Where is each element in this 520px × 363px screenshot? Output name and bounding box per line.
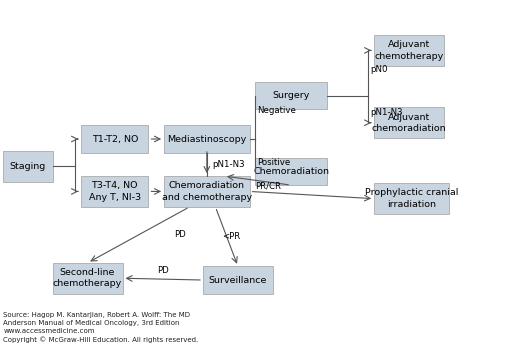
Text: Surgery: Surgery xyxy=(272,91,310,100)
FancyBboxPatch shape xyxy=(255,82,328,109)
Text: Mediastinoscopy: Mediastinoscopy xyxy=(167,135,246,143)
Text: Source: Hagop M. Kantarjian, Robert A. Wolff: The MD
Anderson Manual of Medical : Source: Hagop M. Kantarjian, Robert A. W… xyxy=(3,312,199,343)
Text: Second-line
chemotherapy: Second-line chemotherapy xyxy=(53,268,122,289)
FancyBboxPatch shape xyxy=(255,158,328,185)
Text: PR/CR: PR/CR xyxy=(255,182,281,191)
FancyBboxPatch shape xyxy=(81,126,149,152)
Text: pN1-N3: pN1-N3 xyxy=(212,160,244,169)
FancyBboxPatch shape xyxy=(53,263,123,294)
Text: Negative: Negative xyxy=(257,106,296,115)
Text: PD: PD xyxy=(157,266,168,276)
Text: pN1-N3: pN1-N3 xyxy=(370,108,403,117)
Text: Surveillance: Surveillance xyxy=(209,276,267,285)
Text: Chemoradiation
and chemotherapy: Chemoradiation and chemotherapy xyxy=(162,181,252,202)
Text: Staging: Staging xyxy=(10,162,46,171)
Text: Prophylactic cranial
irradiation: Prophylactic cranial irradiation xyxy=(365,188,459,209)
Text: <PR: <PR xyxy=(223,232,241,241)
FancyBboxPatch shape xyxy=(203,266,273,294)
Text: Chemoradiation: Chemoradiation xyxy=(253,167,329,176)
FancyBboxPatch shape xyxy=(374,107,444,138)
FancyBboxPatch shape xyxy=(3,151,53,182)
Text: Positive: Positive xyxy=(257,158,291,167)
Text: Adjuvant
chemoradiation: Adjuvant chemoradiation xyxy=(372,113,446,133)
Text: T3-T4, NO
Any T, NI-3: T3-T4, NO Any T, NI-3 xyxy=(89,181,141,202)
FancyBboxPatch shape xyxy=(164,176,250,207)
Text: T1-T2, NO: T1-T2, NO xyxy=(92,135,138,143)
Text: Adjuvant
chemotherapy: Adjuvant chemotherapy xyxy=(374,40,444,61)
FancyBboxPatch shape xyxy=(374,183,449,214)
FancyBboxPatch shape xyxy=(81,176,149,207)
FancyBboxPatch shape xyxy=(164,126,250,152)
Text: PD: PD xyxy=(174,231,186,239)
Text: pN0: pN0 xyxy=(370,65,388,74)
FancyBboxPatch shape xyxy=(374,35,444,66)
